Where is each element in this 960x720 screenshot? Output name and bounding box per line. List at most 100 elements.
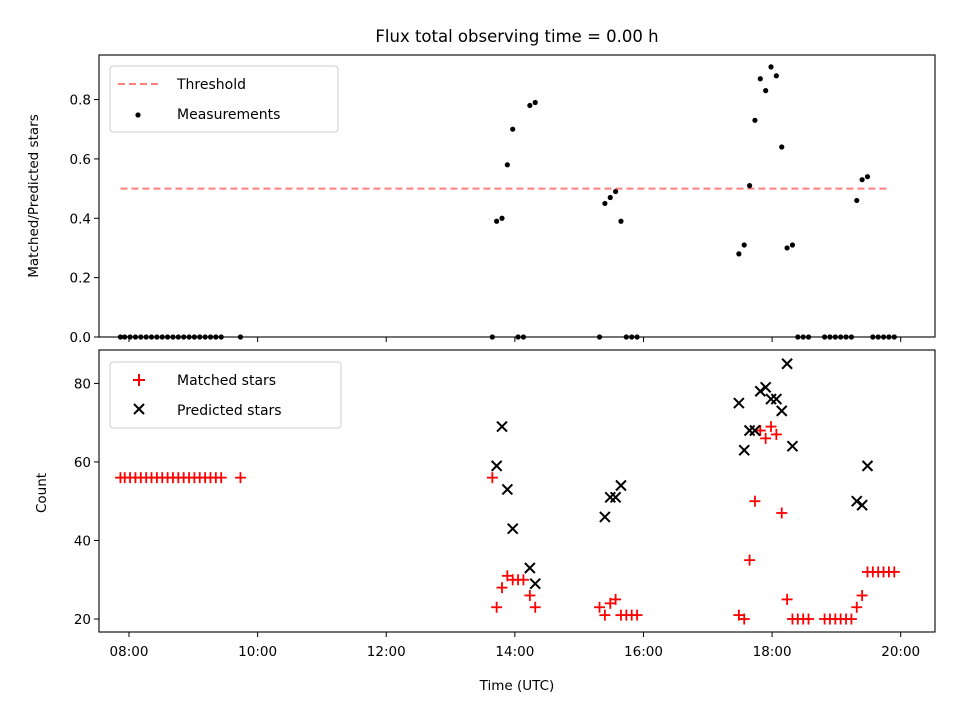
bottom-axes-frame	[98, 349, 936, 633]
predicted-star-point	[496, 420, 508, 433]
matched-star-point	[760, 432, 772, 444]
x-tick-label: 12:00	[367, 644, 406, 660]
x-tick-label: 18:00	[753, 644, 792, 660]
matched-star-point	[234, 472, 246, 484]
measurement-point	[779, 144, 785, 150]
matched-star-point	[770, 428, 782, 440]
matched-legend-swatch	[133, 374, 145, 386]
top-data-marks	[117, 64, 897, 340]
matched-star-point	[744, 554, 756, 566]
measurement-point	[618, 218, 624, 224]
measurement-point	[613, 188, 619, 195]
y-tick-label: 0.8	[70, 93, 91, 109]
measurement-point	[602, 200, 608, 207]
predicted-star-point	[786, 440, 799, 452]
bottom-x-ticks: 08:00 10:00 12:00 14:00 16:00 18:00 20:00	[110, 632, 920, 660]
matched-star-point	[754, 425, 766, 437]
measurement-point	[510, 126, 516, 132]
measurement-point	[736, 251, 742, 257]
matched-legend-label: Matched stars	[177, 373, 276, 389]
matched-star-point	[491, 601, 503, 613]
bottom-subplot: 20 40 60 80 08:00 10:00 12:00 14:00 16:00 18:00 2…	[34, 349, 936, 694]
predicted-star-point	[599, 511, 611, 523]
measurement-point	[504, 162, 510, 168]
y-tick-label: 20	[74, 612, 91, 628]
matched-star-point	[486, 472, 498, 484]
predicted-star-point	[738, 444, 750, 456]
bottom-y-ticks: 20 40 60 80	[74, 376, 99, 628]
predicted-star-point	[851, 495, 863, 507]
matched-star-point	[776, 507, 788, 519]
measurements-legend-label: Measurements	[177, 107, 280, 123]
predicted-star-point	[609, 491, 622, 503]
top-legend: Threshold Measurements	[109, 65, 339, 133]
matched-star-point	[781, 593, 793, 605]
measurement-point	[757, 76, 763, 82]
y-tick-label: 80	[74, 376, 91, 392]
matched-star-point	[517, 574, 529, 586]
measurement-point	[864, 174, 871, 180]
predicted-legend-swatch	[133, 403, 145, 415]
matched-star-point	[631, 609, 643, 621]
matched-star-point	[749, 495, 761, 507]
measurement-point	[789, 242, 796, 248]
matched-star-point	[845, 613, 857, 625]
measurement-point	[499, 215, 505, 221]
top-y-ticks: 0.0 0.2 0.4 0.6 0.8	[70, 93, 99, 346]
predicted-star-point	[776, 405, 788, 417]
matched-star-point	[524, 589, 536, 601]
measurement-point	[773, 73, 779, 79]
measurement-point	[607, 194, 613, 201]
predicted-star-point	[759, 381, 772, 394]
figure-title: Flux total observing time = 0.00 h	[375, 27, 658, 46]
matched-star-point	[851, 601, 863, 613]
matched-star-point	[529, 601, 541, 613]
x-tick-label: 10:00	[238, 644, 277, 660]
x-tick-label: 14:00	[495, 644, 534, 660]
measurement-point	[859, 177, 865, 183]
matched-star-point	[594, 601, 606, 613]
predicted-star-point	[507, 522, 519, 535]
predicted-star-point	[501, 483, 514, 496]
predicted-star-point	[524, 562, 536, 574]
predicted-star-point	[615, 479, 627, 492]
predicted-star-point	[529, 577, 541, 590]
top-y-axis-label: Matched/Predicted stars	[26, 114, 42, 277]
matched-star-point	[599, 609, 611, 621]
predicted-star-point	[490, 460, 503, 472]
bottom-y-axis-label: Count	[34, 473, 50, 513]
top-axes-frame	[98, 54, 936, 338]
measurement-point	[527, 102, 533, 109]
matched-star-point	[765, 421, 777, 433]
bottom-legend-box	[109, 361, 342, 429]
matched-star-point	[610, 593, 622, 605]
x-tick-label: 16:00	[624, 644, 663, 660]
measurement-point	[784, 245, 790, 251]
predicted-legend-label: Predicted stars	[177, 403, 282, 419]
predicted-star-point	[856, 499, 868, 511]
measurement-point	[768, 64, 774, 70]
measurement-point	[532, 99, 538, 106]
threshold-legend-label: Threshold	[176, 77, 246, 93]
y-tick-label: 0.2	[70, 271, 91, 287]
matched-star-point	[215, 472, 227, 484]
predicted-star-point	[861, 460, 874, 472]
matched-star-point	[888, 566, 900, 578]
top-legend-box	[109, 65, 339, 133]
measurements-legend-swatch	[135, 112, 141, 118]
matched-star-point	[738, 613, 750, 625]
predicted-star-point	[733, 397, 745, 409]
y-tick-label: 0.4	[70, 211, 91, 227]
y-tick-label: 0.6	[70, 152, 91, 168]
top-x-ticks	[128, 337, 902, 342]
bottom-x-axis-label: Time (UTC)	[479, 678, 555, 694]
matched-star-point	[496, 582, 508, 594]
bottom-data-marks	[114, 358, 900, 625]
measurement-point	[746, 183, 753, 189]
y-tick-label: 0.0	[70, 330, 91, 346]
predicted-star-point	[770, 393, 783, 405]
x-tick-label: 20:00	[881, 644, 920, 660]
y-tick-label: 40	[74, 533, 91, 549]
top-subplot: 0.00.20.40.60.8 Matched/Predicted stars …	[26, 54, 936, 346]
